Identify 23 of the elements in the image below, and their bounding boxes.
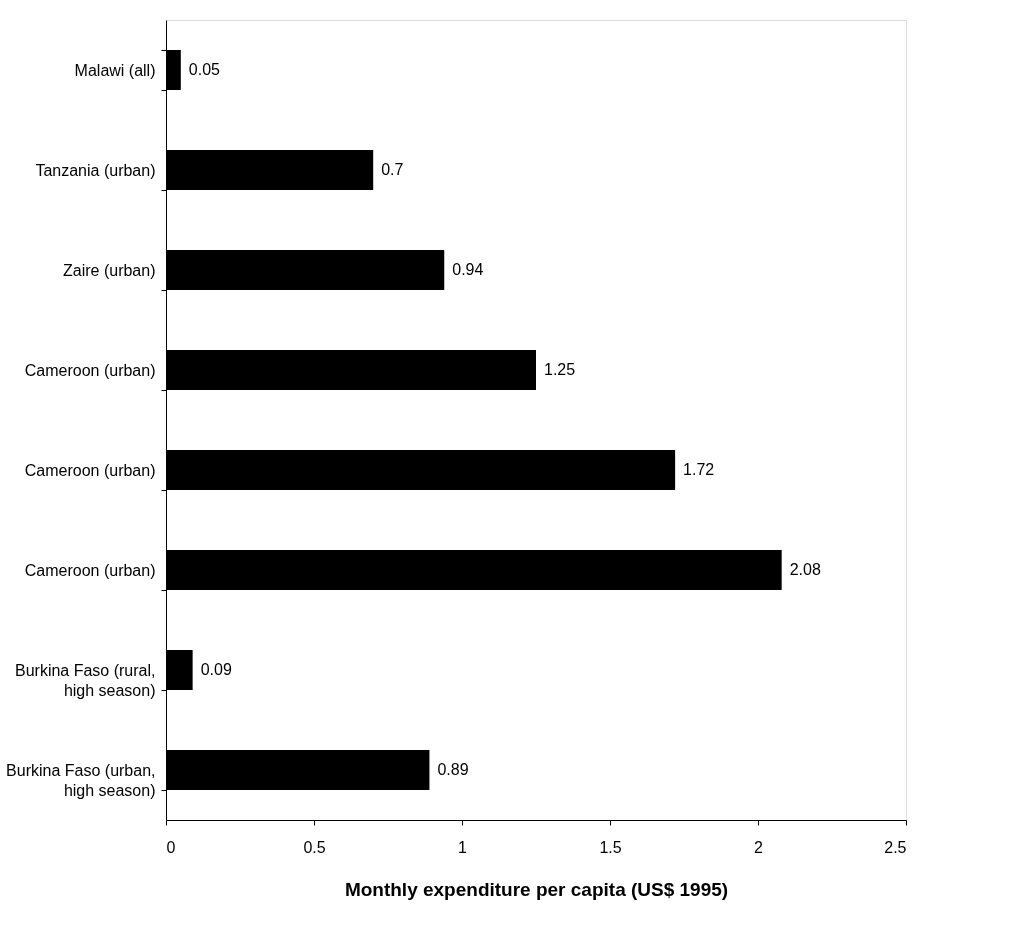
data-label: 0.05 (188, 61, 221, 78)
data-label: 0.89 (437, 761, 469, 778)
x-tick-label: 2 (754, 838, 764, 856)
data-label: 2.08 (789, 561, 821, 578)
y-tick-label: Cameroon (urban) (24, 361, 156, 379)
y-tick-label: Burkina Faso (urban, high season) (6, 761, 156, 799)
x-axis-title: Monthly expenditure per capita (US$ 1995) (344, 878, 729, 900)
x-tick-label: 2.5 (884, 838, 907, 856)
data-label: 0.09 (200, 661, 232, 678)
y-tick-label: Malawi (all) (74, 61, 156, 79)
x-tick-label: 0 (166, 838, 176, 856)
data-label: 0.7 (381, 161, 404, 178)
data-label: 1.72 (683, 461, 715, 478)
x-tick-label: 1 (458, 838, 468, 856)
y-tick-label: Cameroon (urban) (24, 461, 156, 479)
y-tick-label: Tanzania (urban) (35, 161, 156, 179)
data-label: 0.94 (452, 261, 484, 278)
y-tick-label: Burkina Faso (rural, high season) (15, 661, 156, 699)
data-label: 1.25 (544, 361, 576, 378)
y-tick-label: Cameroon (urban) (24, 561, 156, 579)
x-tick-label: 0.5 (303, 838, 326, 856)
x-tick-label: 1.5 (599, 838, 622, 856)
y-tick-label: Zaire (urban) (63, 261, 156, 279)
